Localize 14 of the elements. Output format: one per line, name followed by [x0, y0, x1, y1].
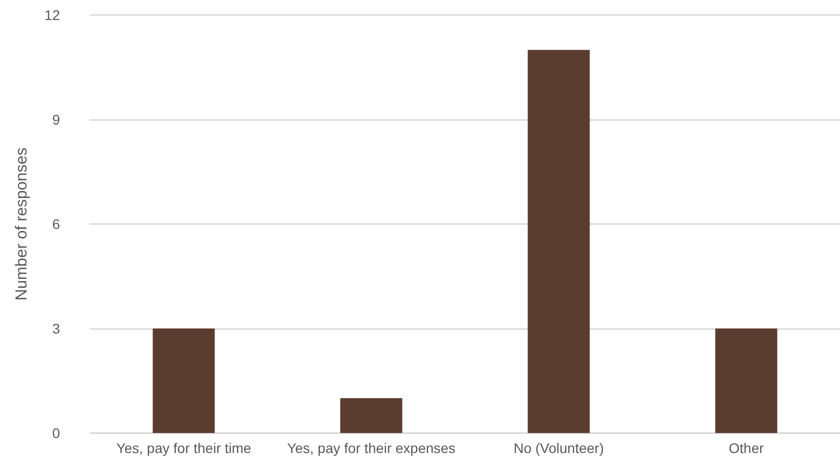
y-tick-label: 12 — [44, 7, 60, 23]
y-tick-label: 0 — [52, 425, 60, 441]
x-tick-label: Yes, pay for their time — [116, 440, 252, 456]
y-axis-title: Number of responses — [14, 148, 30, 300]
x-tick-label: Other — [728, 440, 764, 456]
x-tick-label: Yes, pay for their expenses — [287, 440, 456, 456]
x-tick-label: No (Volunteer) — [514, 440, 604, 456]
y-tick-label: 9 — [52, 112, 60, 128]
bar — [528, 50, 590, 433]
y-tick-label: 6 — [52, 216, 60, 232]
bar — [152, 328, 215, 433]
bar — [715, 328, 778, 433]
bar — [340, 398, 402, 433]
y-tick-label: 3 — [52, 320, 60, 336]
